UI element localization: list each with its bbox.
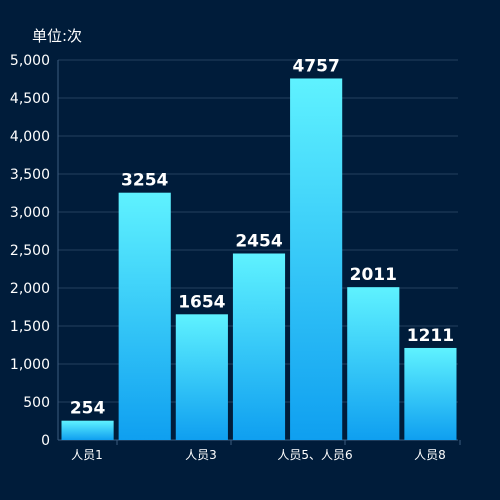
data-label: 2011	[350, 265, 397, 285]
bar-人员1[interactable]	[61, 420, 114, 440]
data-label: 254	[70, 399, 106, 419]
bars	[61, 78, 457, 440]
y-tick-label: 3,000	[10, 205, 50, 221]
data-label: 3254	[121, 171, 168, 191]
y-tick-label: 4,500	[10, 91, 50, 107]
y-tick-label: 4,000	[10, 129, 50, 145]
bar-人员6[interactable]	[347, 287, 400, 440]
x-tick-label: 人员8	[414, 448, 446, 462]
data-label: 1654	[178, 292, 225, 312]
y-tick-label: 1,000	[10, 357, 50, 373]
y-tick-label: 500	[23, 395, 50, 411]
data-labels: 254 3254 1654 2454 4757 2011 1211	[70, 56, 454, 418]
data-label: 1211	[407, 326, 454, 346]
bar-人员8[interactable]	[404, 347, 457, 440]
y-tick-label: 2,000	[10, 281, 50, 297]
y-axis-ticks: 0 500 1,000 1,500 2,000 2,500 3,000 3,500 4,000 4…	[10, 53, 50, 449]
y-tick-label: 5,000	[10, 53, 50, 69]
y-tick-label: 3,500	[10, 167, 50, 183]
bar-人员5[interactable]	[290, 78, 343, 440]
data-label: 4757	[292, 56, 339, 76]
bar-人员2[interactable]	[118, 192, 171, 440]
x-tick-label: 人员5、人员6	[277, 448, 352, 462]
x-tick-label: 人员3	[185, 448, 217, 462]
y-axis-unit-label: 单位:次	[32, 27, 82, 45]
y-tick-label: 0	[41, 433, 50, 449]
bar-人员3[interactable]	[175, 314, 228, 440]
bar-人员4[interactable]	[232, 253, 286, 440]
x-axis-ticks: 人员1 人员3 人员5、人员6 人员8	[71, 440, 461, 462]
data-label: 2454	[235, 231, 282, 251]
y-tick-label: 2,500	[10, 243, 50, 259]
y-tick-label: 1,500	[10, 319, 50, 335]
x-tick-label: 人员1	[71, 448, 103, 462]
